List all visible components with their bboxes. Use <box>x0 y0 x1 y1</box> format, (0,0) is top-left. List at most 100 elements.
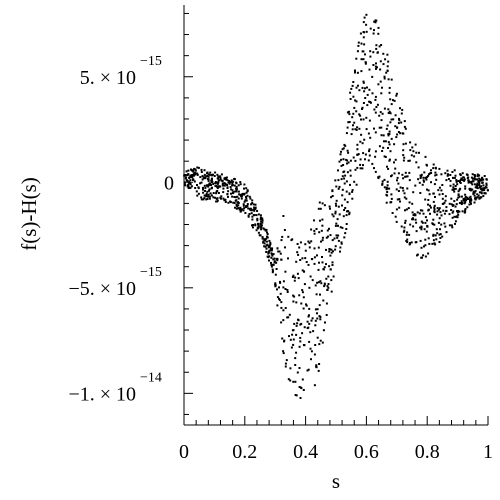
scatter-point <box>329 268 332 271</box>
y-tick-exponent: −15 <box>140 54 162 69</box>
scatter-point <box>394 158 397 161</box>
scatter-point <box>190 169 193 171</box>
scatter-point <box>445 179 448 182</box>
scatter-point <box>272 253 275 256</box>
scatter-point <box>351 190 354 193</box>
scatter-point <box>368 88 371 91</box>
scatter-point <box>454 185 457 187</box>
scatter-point <box>321 239 324 242</box>
scatter-point <box>220 173 223 176</box>
scatter-point <box>412 214 415 217</box>
scatter-point <box>409 149 412 152</box>
scatter-point <box>397 131 400 133</box>
scatter-point <box>255 214 258 217</box>
scatter-point <box>349 183 351 186</box>
scatter-point <box>473 178 476 181</box>
scatter-point <box>292 343 295 346</box>
scatter-point <box>478 177 481 180</box>
scatter-point <box>359 163 362 166</box>
scatter-point <box>427 237 430 240</box>
scatter-point <box>334 245 337 248</box>
scatter-point <box>375 62 377 65</box>
scatter-point <box>325 314 328 316</box>
scatter-point <box>193 180 196 183</box>
x-axis-label: s <box>332 469 340 493</box>
scatter-point <box>412 150 415 153</box>
scatter-point <box>419 192 422 194</box>
scatter-point <box>365 128 368 131</box>
scatter-point <box>404 175 407 178</box>
scatter-point <box>383 140 385 143</box>
scatter-point <box>476 196 479 199</box>
scatter-point <box>292 380 295 383</box>
scatter-point <box>431 222 434 225</box>
scatter-point <box>323 204 326 207</box>
scatter-point <box>352 156 355 159</box>
scatter-point <box>319 207 322 210</box>
scatter-point <box>248 213 251 215</box>
scatter-point <box>292 274 295 277</box>
scatter-point <box>249 197 252 200</box>
scatter-point <box>321 256 323 258</box>
scatter-point <box>336 236 339 239</box>
scatter-point <box>316 317 319 320</box>
scatter-point <box>471 177 474 180</box>
scatter-point <box>480 188 483 191</box>
scatter-point <box>366 86 368 89</box>
scatter-point <box>415 221 418 224</box>
scatter-point <box>451 188 454 191</box>
scatter-point <box>351 197 354 200</box>
scatter-point <box>453 176 456 179</box>
scatter-point <box>390 78 393 81</box>
scatter-point <box>403 156 406 159</box>
scatter-point <box>274 284 277 287</box>
scatter-point <box>306 327 309 330</box>
scatter-point <box>435 173 438 176</box>
scatter-point <box>207 178 210 181</box>
scatter-point <box>266 231 268 234</box>
scatter-point <box>414 218 417 221</box>
scatter-point <box>362 102 365 104</box>
scatter-point <box>232 191 235 194</box>
scatter-point <box>397 122 400 125</box>
x-tick-label: 0.8 <box>415 441 440 463</box>
scatter-point <box>197 192 200 195</box>
scatter-point <box>203 194 206 197</box>
scatter-point <box>414 241 417 244</box>
scatter-point <box>334 224 337 227</box>
scatter-point <box>308 307 311 310</box>
scatter-point <box>360 118 362 121</box>
scatter-point <box>211 177 213 180</box>
x-tick-label: 0.6 <box>354 441 379 463</box>
scatter-point <box>202 188 204 191</box>
scatter-point <box>388 86 391 89</box>
scatter-point <box>483 175 486 177</box>
scatter-point <box>195 190 198 193</box>
scatter-point <box>336 218 339 221</box>
scatter-point <box>311 317 314 320</box>
scatter-point <box>328 227 330 230</box>
scatter-point <box>404 142 407 145</box>
scatter-point <box>380 126 383 129</box>
scatter-point <box>320 229 323 232</box>
scatter-point <box>323 266 326 269</box>
scatter-point <box>209 192 212 195</box>
scatter-point <box>448 202 451 205</box>
scatter-point <box>265 250 268 253</box>
scatter-point <box>252 203 255 206</box>
scatter-point <box>338 185 341 188</box>
scatter-point <box>320 240 322 243</box>
scatter-point <box>473 183 476 186</box>
scatter-point <box>240 195 243 198</box>
scatter-point <box>313 262 316 265</box>
scatter-point <box>337 205 340 208</box>
scatter-point <box>485 183 488 186</box>
scatter-point <box>338 213 341 216</box>
scatter-point <box>421 183 424 186</box>
scatter-point <box>433 206 436 209</box>
scatter-point <box>327 235 329 238</box>
scatter-point <box>408 201 411 204</box>
scatter-point <box>396 126 398 129</box>
scatter-point <box>464 209 467 212</box>
scatter-point <box>326 229 329 232</box>
